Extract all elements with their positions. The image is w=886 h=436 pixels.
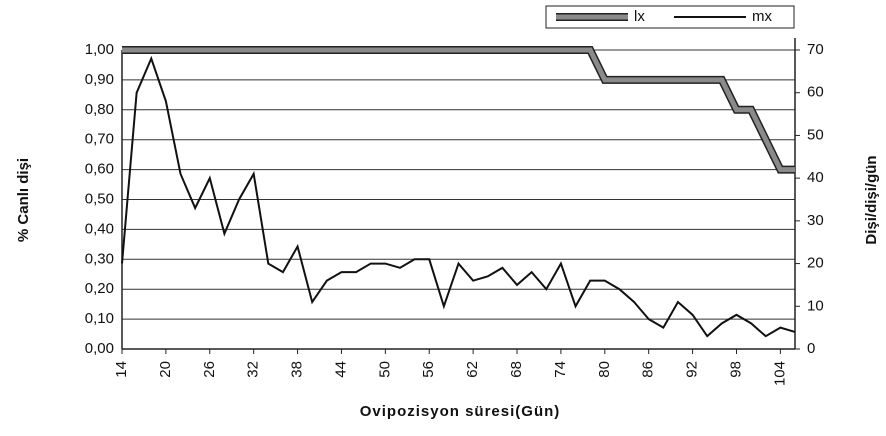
x-tick-label: 68 <box>508 361 525 378</box>
x-axis-title: Ovipozisyon süresi(Gün) <box>360 403 561 420</box>
y-tick-label: 0,10 <box>85 310 114 327</box>
y2-axis-title: Dişi/dişi/gün <box>863 155 880 244</box>
x-tick-label: 86 <box>640 361 657 378</box>
legend-box <box>545 5 795 29</box>
y2-tick-label: 50 <box>807 126 824 143</box>
x-tick-label: 14 <box>113 361 130 378</box>
y-tick-label: 0,50 <box>85 190 114 207</box>
x-tick-label: 74 <box>552 361 569 378</box>
y-tick-label: 0,30 <box>85 250 114 267</box>
legend-label: mx <box>752 8 772 25</box>
y2-tick-label: 20 <box>807 255 824 272</box>
y-axis-title: % Canlı dişi <box>15 158 32 242</box>
x-tick-label: 92 <box>684 361 701 378</box>
y-tick-label: 0,60 <box>85 161 114 178</box>
x-tick-label: 32 <box>245 361 262 378</box>
y-tick-label: 0,90 <box>85 71 114 88</box>
y-tick-label: 0,00 <box>85 340 114 357</box>
x-tick-label: 50 <box>376 361 393 378</box>
y-tick-label: 0,80 <box>85 101 114 118</box>
x-tick-label: 20 <box>157 361 174 378</box>
x-tick-label: 98 <box>727 361 744 378</box>
y2-tick-label: 0 <box>807 340 815 357</box>
x-tick-label: 80 <box>596 361 613 378</box>
x-tick-label: 26 <box>201 361 218 378</box>
y-tick-label: 0,40 <box>85 220 114 237</box>
y2-tick-label: 70 <box>807 41 824 58</box>
y2-tick-label: 60 <box>807 84 824 101</box>
y2-tick-label: 10 <box>807 297 824 314</box>
y-tick-label: 1,00 <box>85 41 114 58</box>
y-tick-label: 0,20 <box>85 280 114 297</box>
series-line <box>121 55 796 338</box>
x-tick-label: 104 <box>771 361 788 386</box>
y-tick-label: 0,70 <box>85 131 114 148</box>
legend-label: lx <box>634 8 645 25</box>
y2-tick-label: 30 <box>807 212 824 229</box>
y2-tick-label: 40 <box>807 169 824 186</box>
x-tick-label: 44 <box>332 361 349 378</box>
x-tick-label: 62 <box>464 361 481 378</box>
x-tick-label: 56 <box>420 361 437 378</box>
x-tick-label: 38 <box>289 361 306 378</box>
series-line <box>122 47 795 173</box>
